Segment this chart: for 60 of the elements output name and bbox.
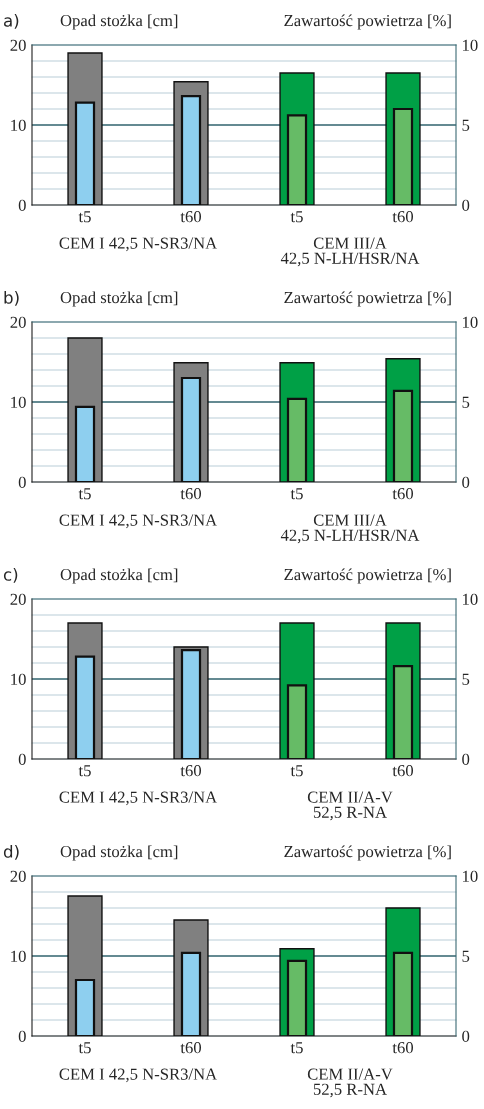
y-tick-label: 0: [18, 753, 26, 765]
y-tick-label: 10: [11, 119, 26, 131]
x-tick-label: t60: [180, 488, 202, 500]
y2-tick-label: 10: [463, 870, 478, 882]
y2-tick-label: 5: [462, 119, 470, 131]
y-tick-label: 10: [11, 673, 26, 685]
y2-tick-label: 5: [462, 673, 470, 685]
y-axis-title: Opad stożka [cm]: [60, 568, 178, 584]
text: CEM II/A-V 52,5 R-NA: [307, 791, 393, 821]
x-tick-label: t60: [392, 488, 414, 500]
x-tick-label: t5: [78, 488, 91, 500]
y2-axis-title: Zawartość powietrza [%]: [284, 568, 451, 584]
text: CEM III/A 42,5 N-LH/HSR/NA: [280, 237, 420, 267]
y2-tick-label: 10: [463, 593, 478, 605]
y-tick-label: 20: [10, 870, 26, 882]
x-tick-label: t5: [290, 211, 303, 223]
x-tick-label: t60: [180, 765, 202, 777]
x-tick-label: t5: [290, 1042, 303, 1054]
text: CEM III/A 42,5 N-LH/HSR/NA: [280, 514, 420, 544]
y2-tick-label: 0: [462, 1030, 470, 1042]
text: CEM I 42,5 N-SR3/NA: [59, 1068, 218, 1083]
chart-title: a): [4, 13, 19, 29]
y2-axis-title: Zawartość powietrza [%]: [284, 291, 451, 307]
text: CEM II/A-V 52,5 R-NA: [307, 1068, 393, 1098]
chart-title: b): [4, 290, 19, 306]
y-tick-label: 10: [11, 396, 26, 408]
y2-tick-label: 10: [463, 316, 478, 328]
chart-title: d): [3, 844, 19, 860]
y-tick-label: 20: [10, 39, 26, 51]
text: CEM I 42,5 N-SR3/NA: [59, 514, 218, 529]
y-tick-label: 0: [18, 199, 26, 211]
x-tick-label: t60: [180, 1042, 202, 1054]
y2-tick-label: 10: [463, 39, 478, 51]
y2-tick-label: 5: [462, 396, 470, 408]
x-tick-label: t60: [392, 765, 414, 777]
y-axis-title: Opad stożka [cm]: [60, 845, 178, 861]
y2-axis-title: Zawartość powietrza [%]: [284, 14, 451, 30]
y-tick-label: 0: [18, 1030, 26, 1042]
x-tick-label: t60: [392, 1042, 414, 1054]
y-tick-label: 20: [10, 593, 26, 605]
x-tick-label: t5: [78, 765, 91, 777]
y-axis-title: Opad stożka [cm]: [60, 291, 178, 307]
y2-tick-label: 0: [462, 199, 470, 211]
text: CEM I 42,5 N-SR3/NA: [59, 237, 218, 252]
text: CEM I 42,5 N-SR3/NA: [59, 791, 218, 806]
y2-tick-label: 5: [462, 950, 470, 962]
x-tick-label: t60: [392, 211, 414, 223]
y2-tick-label: 0: [462, 476, 470, 488]
y-axis-title: Opad stożka [cm]: [60, 14, 178, 30]
x-tick-label: t5: [78, 1042, 91, 1054]
x-tick-label: t60: [180, 211, 202, 223]
y2-tick-label: 0: [462, 753, 470, 765]
chart-title: c): [3, 567, 18, 583]
y2-axis-title: Zawartość powietrza [%]: [284, 845, 451, 861]
x-tick-label: t5: [78, 211, 91, 223]
y-tick-label: 0: [18, 476, 26, 488]
x-tick-label: t5: [290, 488, 303, 500]
y-tick-label: 10: [11, 950, 26, 962]
x-tick-label: t5: [290, 765, 303, 777]
y-tick-label: 20: [10, 316, 26, 328]
